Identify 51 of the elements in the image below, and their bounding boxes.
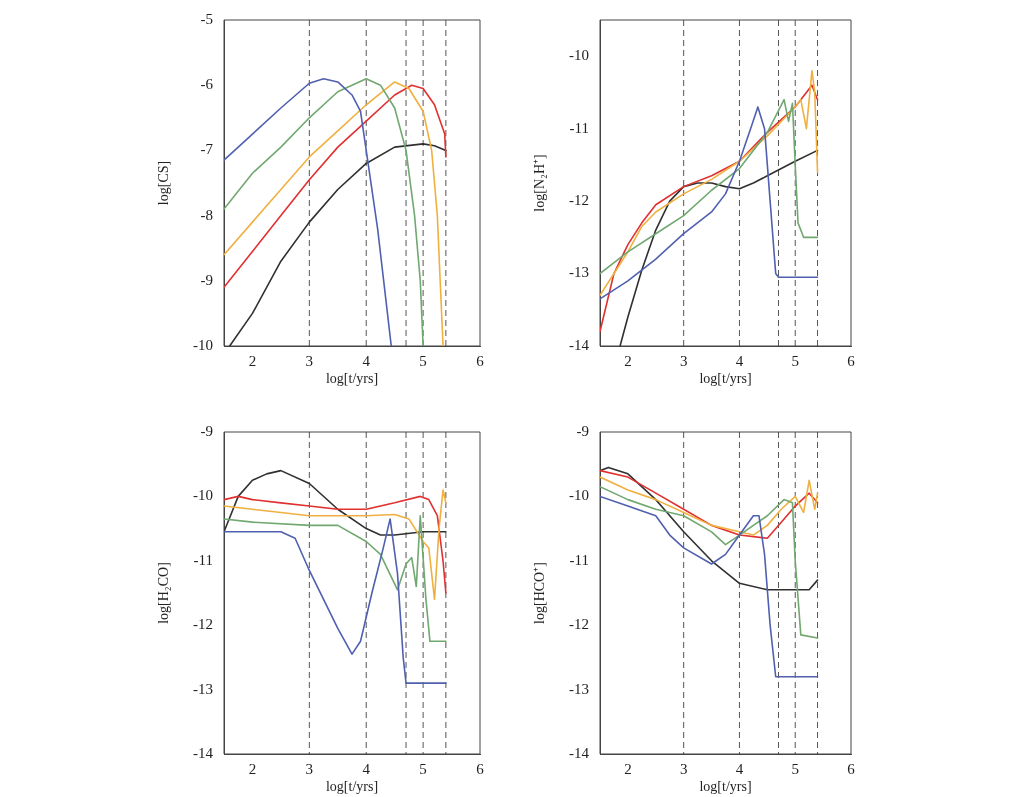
y-tick-label: -10 bbox=[193, 336, 213, 353]
x-tick-label: 4 bbox=[362, 760, 371, 777]
y-tick-label: -13 bbox=[569, 264, 589, 281]
x-tick-label: 6 bbox=[847, 760, 856, 777]
x-tick-label: 5 bbox=[791, 760, 799, 777]
y-tick-label: -12 bbox=[569, 192, 589, 209]
y-tick-label: -9 bbox=[200, 271, 213, 288]
y-tick-label: -13 bbox=[569, 680, 589, 697]
y-tick-label: -8 bbox=[200, 206, 213, 223]
x-tick-label: 2 bbox=[248, 352, 257, 369]
y-axis-title: log[N₂H⁺] bbox=[532, 154, 548, 212]
x-tick-label: 6 bbox=[476, 760, 485, 777]
y-tick-label: -11 bbox=[569, 119, 589, 136]
y-tick-label: -6 bbox=[200, 76, 214, 93]
x-tick-label: 4 bbox=[735, 352, 744, 369]
x-tick-label: 5 bbox=[419, 760, 427, 777]
x-tick-label: 3 bbox=[305, 760, 314, 777]
y-axis-title: log[CS] bbox=[156, 160, 172, 206]
x-tick-label: 3 bbox=[305, 352, 314, 369]
x-tick-label: 5 bbox=[791, 352, 799, 369]
y-tick-label: -14 bbox=[569, 336, 590, 353]
y-tick-label: -11 bbox=[569, 551, 589, 568]
y-tick-label: -5 bbox=[200, 10, 213, 27]
x-axis-title: log[t/yrs] bbox=[699, 371, 752, 387]
y-tick-label: -10 bbox=[193, 487, 213, 504]
x-tick-label: 6 bbox=[476, 352, 485, 369]
y-tick-label: -13 bbox=[193, 680, 213, 697]
y-tick-label: -7 bbox=[200, 141, 214, 158]
x-axis-title: log[t/yrs] bbox=[699, 779, 752, 795]
x-tick-label: 2 bbox=[624, 352, 632, 369]
y-axis-title: log[HCO⁺] bbox=[532, 562, 548, 624]
x-tick-label: 5 bbox=[419, 352, 427, 369]
y-tick-label: -10 bbox=[569, 47, 589, 64]
y-tick-label: -14 bbox=[569, 744, 590, 761]
y-tick-label: -9 bbox=[200, 422, 213, 439]
x-tick-label: 3 bbox=[679, 760, 688, 777]
x-tick-label: 2 bbox=[624, 760, 632, 777]
y-axis-title: log[H₂CO] bbox=[156, 562, 172, 624]
y-tick-label: -14 bbox=[193, 744, 214, 761]
x-tick-label: 4 bbox=[362, 352, 371, 369]
x-axis-title: log[t/yrs] bbox=[325, 779, 379, 795]
x-axis-title: log[t/yrs] bbox=[325, 371, 379, 387]
x-tick-label: 3 bbox=[679, 352, 688, 369]
x-tick-label: 2 bbox=[248, 760, 257, 777]
y-tick-label: -10 bbox=[569, 487, 589, 504]
x-tick-label: 6 bbox=[847, 352, 856, 369]
y-tick-label: -12 bbox=[193, 616, 213, 633]
x-tick-label: 4 bbox=[735, 760, 744, 777]
y-tick-label: -9 bbox=[576, 422, 589, 439]
y-tick-label: -12 bbox=[569, 616, 589, 633]
y-tick-label: -11 bbox=[193, 551, 213, 568]
